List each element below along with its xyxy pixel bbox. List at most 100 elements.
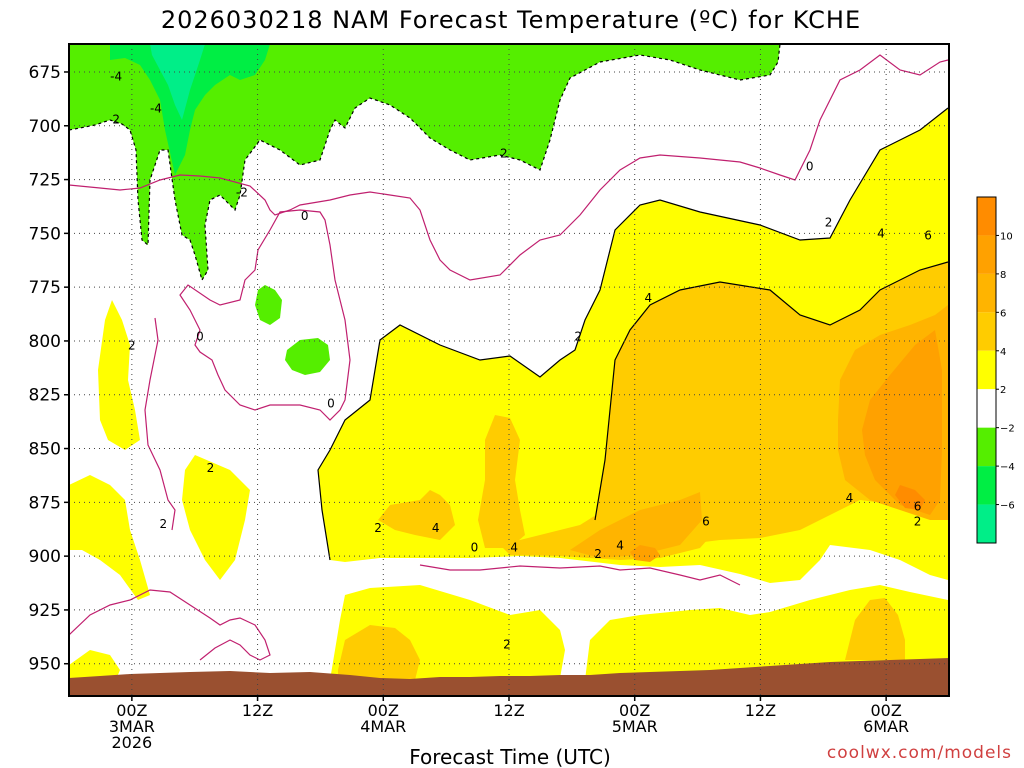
contour-label: 2 xyxy=(112,112,120,126)
contour-label: 2 xyxy=(825,216,833,230)
contour-label: 4 xyxy=(616,538,624,552)
y-tick-label: 900 xyxy=(29,547,61,567)
colorbar-tick-label: −2 xyxy=(1000,424,1015,435)
mild-region-small xyxy=(378,490,455,540)
x-tick-label: 3MAR xyxy=(109,717,155,736)
contour-label: 2 xyxy=(159,517,167,531)
warm-core-right xyxy=(862,330,942,515)
contour-label: 6 xyxy=(702,515,710,529)
site-credit: coolwx.com/models xyxy=(827,743,1012,763)
colorbar-segment xyxy=(977,197,996,236)
mild-region-low-1 xyxy=(338,625,420,680)
contour-label: 2 xyxy=(594,547,602,561)
contour-label: 4 xyxy=(645,291,653,305)
contour-label: 4 xyxy=(846,491,854,505)
contour-label: 0 xyxy=(471,541,479,555)
x-tick-label: 00Z xyxy=(368,701,399,720)
contour-label: 2 xyxy=(374,521,382,535)
colorbar-segment xyxy=(977,350,996,390)
contour-label: -2 xyxy=(236,185,248,199)
contour-label: 2 xyxy=(503,637,511,651)
contour-label: 0 xyxy=(301,209,309,223)
contour-label: 0 xyxy=(806,160,814,174)
y-tick-label: 950 xyxy=(29,655,61,675)
cold-region-mid xyxy=(110,44,270,175)
x-tick-label: 12Z xyxy=(242,701,273,720)
isotherm-zero-lower xyxy=(69,589,271,661)
temperature-fill-layer xyxy=(69,44,948,684)
warm-region-left-1 xyxy=(98,300,140,450)
y-tick-label: 800 xyxy=(29,332,61,352)
contour-label: 0 xyxy=(196,330,204,344)
colorbar-tick-label: 10 xyxy=(1000,231,1013,242)
contour-label: 4 xyxy=(510,541,518,555)
y-tick-label: 775 xyxy=(29,278,61,298)
colorbar-tick-label: 8 xyxy=(1000,270,1006,281)
warm-region-left-3 xyxy=(69,475,150,600)
contour-label: 2 xyxy=(207,461,215,475)
colorbar-segment xyxy=(977,235,996,274)
isotherm-zero-left xyxy=(144,317,176,531)
colorbar-tick-label: −4 xyxy=(1000,462,1015,473)
colorbar-segment xyxy=(977,427,996,467)
x-tick-label: 00Z xyxy=(116,701,147,720)
chart-title: 2026030218 NAM Forecast Temperature (ºC)… xyxy=(161,6,861,34)
contour-label: 2 xyxy=(914,515,922,529)
colorbar-segment xyxy=(977,466,996,505)
contour-label: 2 xyxy=(128,338,136,352)
y-tick-label: 750 xyxy=(29,224,61,244)
cold-region-core xyxy=(150,44,205,120)
x-axis-label: Forecast Time (UTC) xyxy=(409,745,611,768)
colorbar-segment xyxy=(977,273,996,313)
grid-layer xyxy=(69,44,949,696)
colorbar-segment xyxy=(977,504,996,543)
y-tick-label: 925 xyxy=(29,601,61,621)
contour-label: 6 xyxy=(914,500,922,514)
colorbar-segment xyxy=(977,312,996,351)
colorbar-segment xyxy=(977,389,996,428)
isotherm-zero-loop xyxy=(179,209,351,421)
x-tick-label: 00Z xyxy=(619,701,650,720)
colorbar: 10 8 6 4 2 −2 −4 −6 xyxy=(976,196,1015,544)
colorbar-tick-label: 4 xyxy=(1000,347,1006,358)
warm-core-band xyxy=(630,545,660,562)
x-tick-label: 12Z xyxy=(745,701,776,720)
isotherm-plus-two xyxy=(317,107,949,561)
colorbar-tick-label: 2 xyxy=(1000,385,1006,396)
contour-label: 4 xyxy=(877,226,885,240)
x-tick-label: 2026 xyxy=(111,733,152,752)
contour-label: 0 xyxy=(327,396,335,410)
warm-region-bottom-left xyxy=(69,650,120,684)
y-tick-label: 700 xyxy=(29,117,61,137)
contour-label: 2 xyxy=(500,147,508,161)
contour-label: -4 xyxy=(110,69,122,83)
cold-pocket-2 xyxy=(285,338,330,375)
ground-layer xyxy=(69,658,949,696)
warm-region-left-2 xyxy=(182,455,250,580)
colorbar-tick-label: 6 xyxy=(1000,308,1006,319)
y-axis: 675 700 725 750 775 800 825 850 875 900 925 950 xyxy=(29,63,69,675)
y-tick-label: 725 xyxy=(29,171,61,191)
colorbar-tick-label: −6 xyxy=(1000,501,1015,512)
mild-region-low-2 xyxy=(845,598,905,660)
warmest-core xyxy=(895,485,925,510)
y-tick-label: 850 xyxy=(29,440,61,460)
y-tick-label: 675 xyxy=(29,63,61,83)
x-tick-label: 00Z xyxy=(870,701,901,720)
x-tick-label: 6MAR xyxy=(863,717,909,736)
x-tick-label: 4MAR xyxy=(360,717,406,736)
warmer-region-band xyxy=(570,492,702,558)
y-tick-label: 875 xyxy=(29,493,61,513)
isotherm-minus-two xyxy=(69,44,781,282)
x-tick-label: 12Z xyxy=(493,701,524,720)
isotherm-lines xyxy=(69,44,949,661)
y-tick-label: 825 xyxy=(29,386,61,406)
isotherm-zero-upper xyxy=(69,54,949,281)
cold-pocket-1 xyxy=(255,285,282,325)
contour-label: -4 xyxy=(150,102,162,116)
isotherm-zero-middle xyxy=(419,564,741,586)
